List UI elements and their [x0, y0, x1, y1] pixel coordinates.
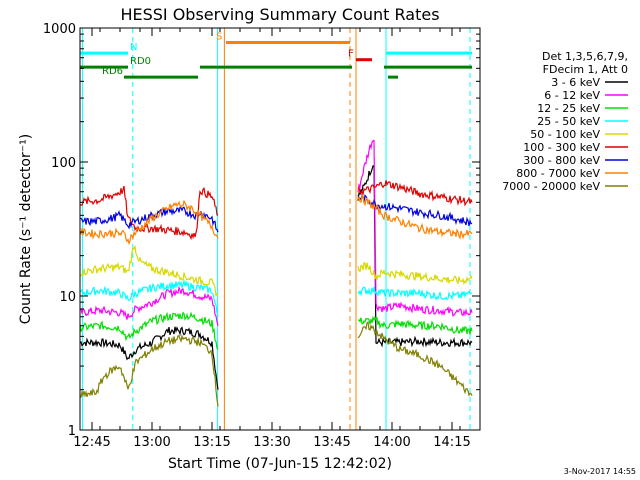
legend-label-5: 100 - 300 keV	[523, 141, 600, 154]
legend-label-6: 300 - 800 keV	[523, 154, 600, 167]
y-axis-label: Count Rate (s⁻¹ detector⁻¹)	[18, 134, 34, 324]
x-tick-label-4: 13:45	[313, 435, 350, 450]
legend-header-1: FDecim 1, Att 0	[543, 63, 628, 76]
series-line-0	[79, 165, 473, 390]
series-line-5	[79, 180, 473, 241]
plot-area	[81, 28, 471, 430]
y-tick-label-3: 1000	[43, 22, 76, 37]
x-tick-label-3: 13:30	[253, 435, 290, 450]
legend-label-2: 12 - 25 keV	[537, 102, 600, 115]
x-axis: 12:45 13:00 13:15 13:30 13:45 14:00 14:15	[73, 28, 481, 450]
series-line-2	[79, 311, 473, 350]
series-line-4	[79, 244, 473, 298]
y-tick-label-1: 10	[59, 290, 76, 305]
legend-label-0: 3 - 6 keV	[551, 76, 600, 89]
x-tick-label-0: 12:45	[73, 435, 110, 450]
legend: Det 1,3,5,6,7,9,FDecim 1, Att 03 - 6 keV…	[502, 50, 628, 193]
flag-bars: N RD0 RD6 S F	[80, 31, 472, 79]
chart-title: HESSI Observing Summary Count Rates	[120, 5, 439, 24]
legend-header-0: Det 1,3,5,6,7,9,	[542, 50, 628, 63]
x-tick-label-2: 13:15	[193, 435, 230, 450]
flag-label-n: N	[130, 42, 137, 53]
legend-label-3: 25 - 50 keV	[537, 115, 600, 128]
x-axis-label: Start Time (07-Jun-15 12:42:02)	[168, 456, 392, 472]
y-axis: 1 10 100 1000	[43, 22, 480, 439]
flag-label-f: F	[348, 49, 354, 60]
x-tick-label-5: 14:00	[373, 435, 410, 450]
series-line-3	[79, 279, 473, 317]
flag-label-rd0: RD0	[130, 56, 151, 67]
x-tick-label-6: 14:15	[433, 435, 470, 450]
y-tick-label-2: 100	[51, 156, 76, 171]
series-line-7	[80, 194, 473, 246]
legend-label-8: 7000 - 20000 keV	[502, 180, 600, 193]
flag-label-s: S	[216, 31, 222, 42]
flag-label-rd6: RD6	[102, 66, 123, 77]
legend-label-4: 50 - 100 keV	[530, 128, 600, 141]
series-group	[79, 139, 473, 407]
series-line-6	[79, 194, 473, 233]
footer-date: 3-Nov-2017 14:55	[564, 467, 636, 476]
series-line-8	[79, 320, 473, 407]
legend-label-7: 800 - 7000 keV	[516, 167, 600, 180]
legend-label-1: 6 - 12 keV	[544, 89, 600, 102]
x-tick-label-1: 13:00	[133, 435, 170, 450]
y-tick-label-0: 1	[68, 424, 76, 439]
series-line-1	[79, 139, 473, 326]
